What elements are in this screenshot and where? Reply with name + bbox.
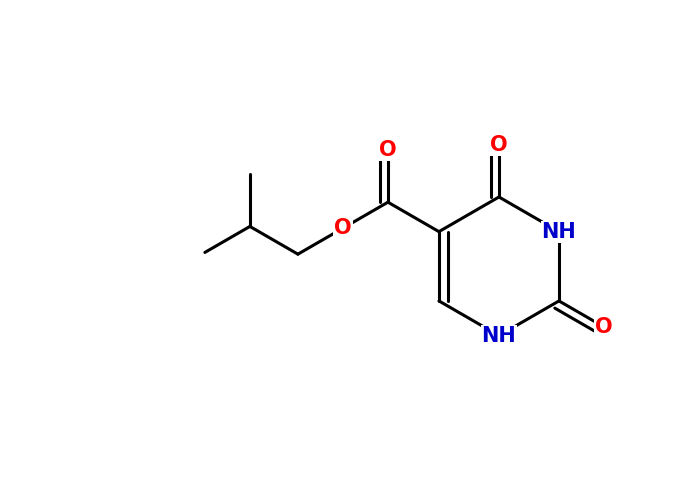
Text: O: O [334, 218, 352, 238]
Text: NH: NH [482, 326, 516, 346]
Text: O: O [490, 135, 508, 155]
Text: NH: NH [542, 221, 577, 242]
Text: O: O [595, 317, 613, 337]
Text: O: O [379, 140, 397, 160]
